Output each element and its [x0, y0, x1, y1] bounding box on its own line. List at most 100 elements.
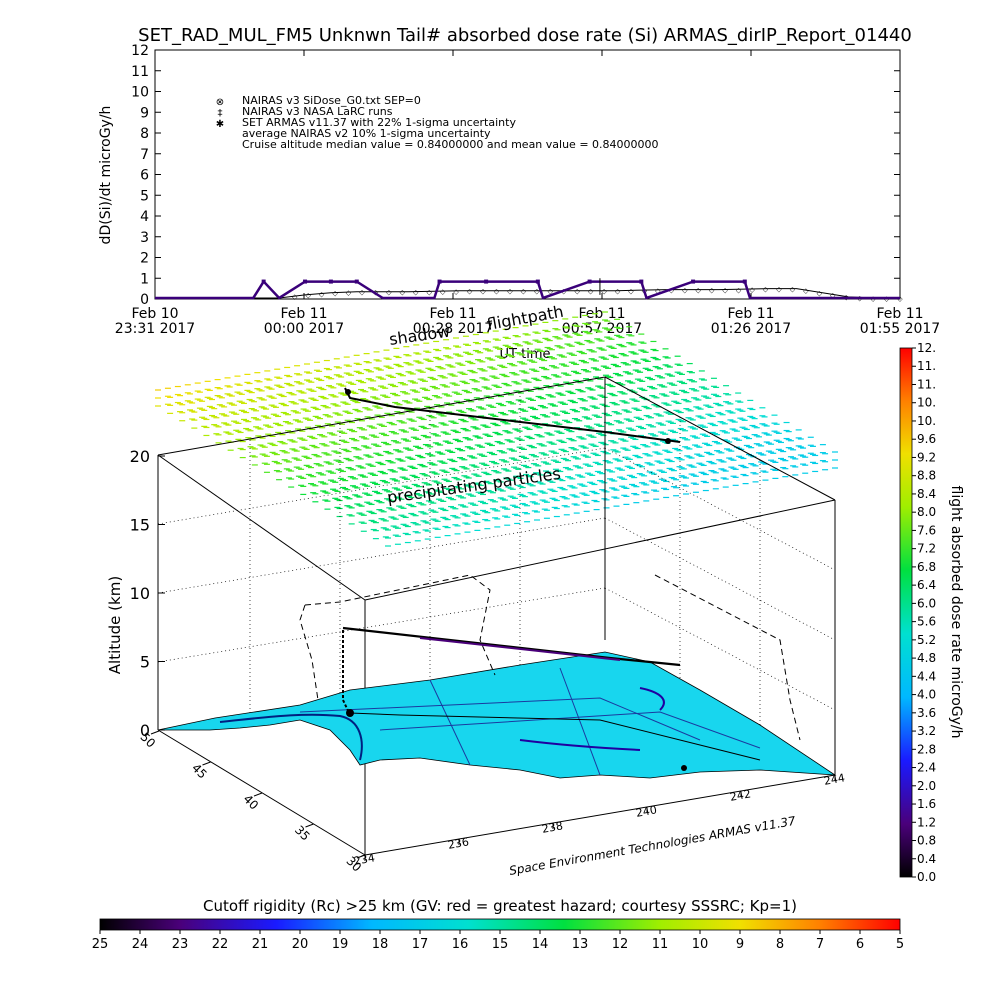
box-edge: [157, 376, 606, 456]
xtick-label: 01:26 2017: [711, 321, 791, 337]
series-marker: ◇: [655, 287, 661, 295]
colorbar-tick-label: 5.2: [917, 633, 936, 647]
legend-entry: NAIRAS v3 NASA LaRC runs: [242, 105, 393, 118]
colorbar-tick-label: 6.4: [917, 578, 936, 592]
rigidity-tick-label: 8: [776, 937, 784, 952]
top-plot-ylabel: dD(Si)/dt microGy/h: [98, 106, 114, 245]
rigidity-tick-label: 17: [412, 937, 429, 952]
xtick-label: Feb 11: [578, 306, 625, 322]
box-edge: [364, 499, 836, 601]
dose-colorbar: 0.0 0.4 0.8 1.2 1.6 2.0 2.4 2.8 3.2 3.6 4.0 4.4 4.8 5…: [899, 341, 964, 884]
colorbar-tick-label: 10.: [917, 396, 936, 410]
rigidity-tick-label: 25: [92, 937, 109, 952]
ytick-label: 2: [140, 251, 149, 267]
box-edge: [364, 774, 836, 856]
shadow-annotation: shadow: [388, 322, 451, 349]
series-line: [155, 288, 900, 299]
altitude-ticks: 0 5 10 15 20: [130, 447, 165, 740]
colorbar-tick-label: 4.0: [917, 688, 936, 702]
map-border-line: [429, 679, 471, 766]
lon-tick-label: 238: [541, 819, 564, 835]
map-feature: [519, 739, 641, 751]
flightpath-mid: [342, 626, 681, 667]
lon-tick-label: 244: [823, 771, 846, 787]
shadow-path: [299, 604, 319, 701]
series-marker: ◇: [803, 287, 809, 295]
dose-colorbar-ticks: 0.0 0.4 0.8 1.2 1.6 2.0 2.4 2.8 3.2 3.6 4.0 4.4 4.8 5…: [912, 341, 936, 884]
series-marker: ◇: [722, 287, 728, 295]
series-marker: ◇: [897, 295, 903, 303]
altitude-axis-label: Altitude (km): [106, 576, 124, 674]
ground-marker: [681, 765, 687, 771]
three-d-box: [157, 376, 836, 856]
ytick-label: 6: [140, 168, 149, 184]
colorbar-tick-label: 3.2: [917, 724, 936, 738]
colorbar-tick-label: 9.2: [917, 450, 936, 464]
series-line: [155, 279, 900, 300]
dose-colorbar-label: flight absorbed dose rate microGy/h: [948, 486, 964, 739]
series-marker: [587, 279, 592, 284]
series-marker: ◇: [669, 287, 675, 295]
series-marker: [742, 279, 747, 284]
ztick-label: 10: [130, 584, 150, 603]
xtick-label: 23:31 2017: [115, 321, 195, 337]
xtick-label: 00:28 2017: [413, 321, 493, 337]
rigidity-label: Cutoff rigidity (Rc) >25 km (GV: red = g…: [203, 897, 797, 915]
grid-line: [604, 517, 836, 641]
colorbar-tick-label: 9.6: [917, 432, 936, 446]
series-marker: ◇: [790, 286, 796, 294]
rigidity-tick-label: 19: [332, 937, 349, 952]
series-marker: ◇: [736, 286, 742, 294]
grid-line: [604, 447, 836, 571]
series-marker: [303, 279, 308, 284]
series-marker: ◇: [400, 289, 406, 297]
rigidity-tick-label: 24: [132, 937, 149, 952]
lon-tick-label: 236: [447, 835, 470, 851]
series-marker: [437, 279, 442, 284]
series-marker: ◇: [749, 286, 755, 294]
colorbar-tick-label: 2.8: [917, 742, 936, 756]
rigidity-tick-label: 21: [252, 937, 269, 952]
ytick-label: 4: [140, 209, 149, 225]
rigidity-tick-label: 6: [856, 937, 864, 952]
box-edge: [604, 376, 836, 501]
series-marker: [535, 279, 540, 284]
three-d-grid: [157, 392, 836, 735]
ytick-label: 11: [131, 64, 149, 80]
lon-tick-label: 240: [635, 803, 658, 819]
series-marker: ◇: [507, 288, 513, 296]
xtick-label: Feb 11: [280, 306, 327, 322]
colorbar-tick-label: 1.2: [917, 815, 936, 829]
ytick-label: 3: [140, 230, 149, 246]
colorbar-tick-label: 6.0: [917, 596, 936, 610]
map-ground: [157, 651, 837, 779]
series-marker: ◇: [696, 287, 702, 295]
colorbar-tick-label: 11.: [917, 359, 936, 373]
ytick-label: 7: [140, 147, 149, 163]
lat-tick-mark: [202, 761, 211, 766]
top-plot-frame: [154, 49, 901, 300]
map-border-line: [559, 667, 601, 776]
series-marker: [261, 279, 266, 284]
colorbar-tick-label: 0.0: [917, 870, 936, 884]
ztick-label: 0: [140, 721, 150, 740]
map-border-line: [299, 697, 701, 741]
ytick-label: 0: [140, 292, 149, 308]
series-marker: ◇: [386, 289, 392, 297]
rigidity-tick-label: 15: [492, 937, 509, 952]
series-marker: ◇: [615, 288, 621, 296]
map-coast: [219, 713, 363, 761]
rigidity-tick-label: 16: [452, 937, 469, 952]
lat-tick-mark: [305, 823, 314, 828]
ytick-label: 5: [140, 188, 149, 204]
ytick-label: 9: [140, 105, 149, 121]
shadow-path: [304, 574, 496, 676]
colorbar-tick-label: 5.6: [917, 615, 936, 629]
series-marker: ◇: [413, 289, 419, 297]
series-marker: ◇: [480, 288, 486, 296]
legend-entry: average NAIRAS v2 10% 1-sigma uncertaint…: [242, 127, 491, 140]
lat-tick-mark: [356, 854, 366, 859]
ztick-label: 5: [140, 653, 150, 672]
